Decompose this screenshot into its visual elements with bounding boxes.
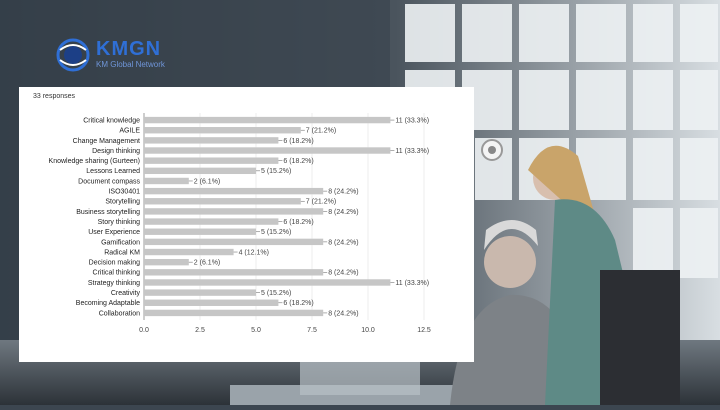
category-label: Creativity — [111, 290, 141, 297]
bar — [144, 198, 301, 205]
data-label: 8 (24.2%) — [328, 239, 358, 246]
logo-title: KMGN — [96, 38, 162, 60]
kmgn-logo: KMGN KM Global Network — [54, 36, 194, 76]
bar — [144, 258, 189, 266]
logo-subtitle: KM Global Network — [96, 60, 165, 69]
bar-chart: 0.0 2.5 5.0 7.5 10.0 12.5 Critical knowledge 11… — [49, 113, 431, 334]
x-tick-label: 12.5 — [417, 327, 431, 334]
bar — [144, 147, 391, 154]
bar — [144, 157, 279, 164]
category-label: Gamification — [101, 239, 140, 246]
category-label: Collaboration — [99, 310, 140, 317]
category-label: AGILE — [119, 128, 140, 135]
bar — [144, 238, 324, 246]
bar — [144, 228, 256, 235]
category-label: Becoming Adaptable — [76, 300, 140, 307]
bar — [144, 279, 391, 286]
data-label: 8 (24.2%) — [328, 189, 358, 196]
bar — [144, 187, 324, 195]
category-label: Strategy thinking — [88, 280, 140, 287]
data-label: 11 (33.3%) — [395, 117, 429, 124]
data-label: 5 (15.2%) — [261, 168, 291, 175]
bar — [144, 269, 324, 276]
data-label: 7 (21.2%) — [306, 199, 336, 206]
data-label: 5 (15.2%) — [261, 290, 291, 297]
category-label: Critical thinking — [93, 270, 141, 277]
data-label: 6 (18.2%) — [283, 300, 313, 307]
data-label: 7 (21.2%) — [306, 128, 336, 135]
category-label: Document compass — [78, 178, 140, 185]
data-label: 8 (24.2%) — [328, 270, 358, 277]
data-label: 6 (18.2%) — [283, 158, 313, 165]
category-label: Design thinking — [92, 148, 140, 155]
category-label: User Experience — [88, 229, 140, 236]
bar — [144, 116, 391, 124]
data-label: 8 (24.2%) — [328, 209, 358, 216]
bar — [144, 218, 279, 225]
data-label: 8 (24.2%) — [328, 310, 358, 317]
bar — [144, 299, 279, 306]
response-count: 33 responses — [33, 93, 76, 100]
survey-chart-card: 33 responses 0.0 2.5 5.0 7.5 10.0 12.5 Critica… — [19, 87, 474, 362]
category-label: Radical KM — [104, 249, 140, 256]
category-label: Decision making — [89, 260, 140, 267]
data-label: 11 (33.3%) — [395, 148, 429, 155]
category-label: Business storytelling — [76, 209, 140, 216]
x-tick-label: 0.0 — [139, 327, 149, 334]
data-label: 5 (15.2%) — [261, 229, 291, 236]
x-tick-label: 5.0 — [251, 327, 261, 334]
category-label: Change Management — [73, 138, 140, 145]
data-label: 4 (12.1%) — [239, 249, 269, 256]
bar — [144, 289, 256, 296]
category-label: Knowledge sharing (Gurteen) — [49, 158, 140, 165]
x-tick-label: 2.5 — [195, 327, 205, 334]
category-label: Lessons Learned — [86, 168, 140, 175]
bar — [144, 167, 256, 175]
bar — [144, 248, 234, 256]
bar — [144, 177, 189, 185]
x-tick-label: 7.5 — [307, 327, 317, 334]
bar — [144, 309, 324, 317]
bar — [144, 208, 324, 215]
data-label: 11 (33.3%) — [395, 280, 429, 287]
data-label: 2 (6.1%) — [194, 260, 220, 267]
category-label: Storytelling — [105, 199, 140, 206]
bar — [144, 127, 301, 134]
data-label: 6 (18.2%) — [283, 219, 313, 226]
bar — [144, 137, 279, 144]
category-label: ISO30401 — [108, 189, 140, 196]
category-label: Critical knowledge — [83, 117, 140, 124]
x-tick-label: 10.0 — [361, 327, 375, 334]
globe-logo-icon — [56, 38, 90, 72]
category-label: Story thinking — [98, 219, 141, 226]
data-label: 2 (6.1%) — [194, 178, 220, 185]
data-label: 6 (18.2%) — [283, 138, 313, 145]
